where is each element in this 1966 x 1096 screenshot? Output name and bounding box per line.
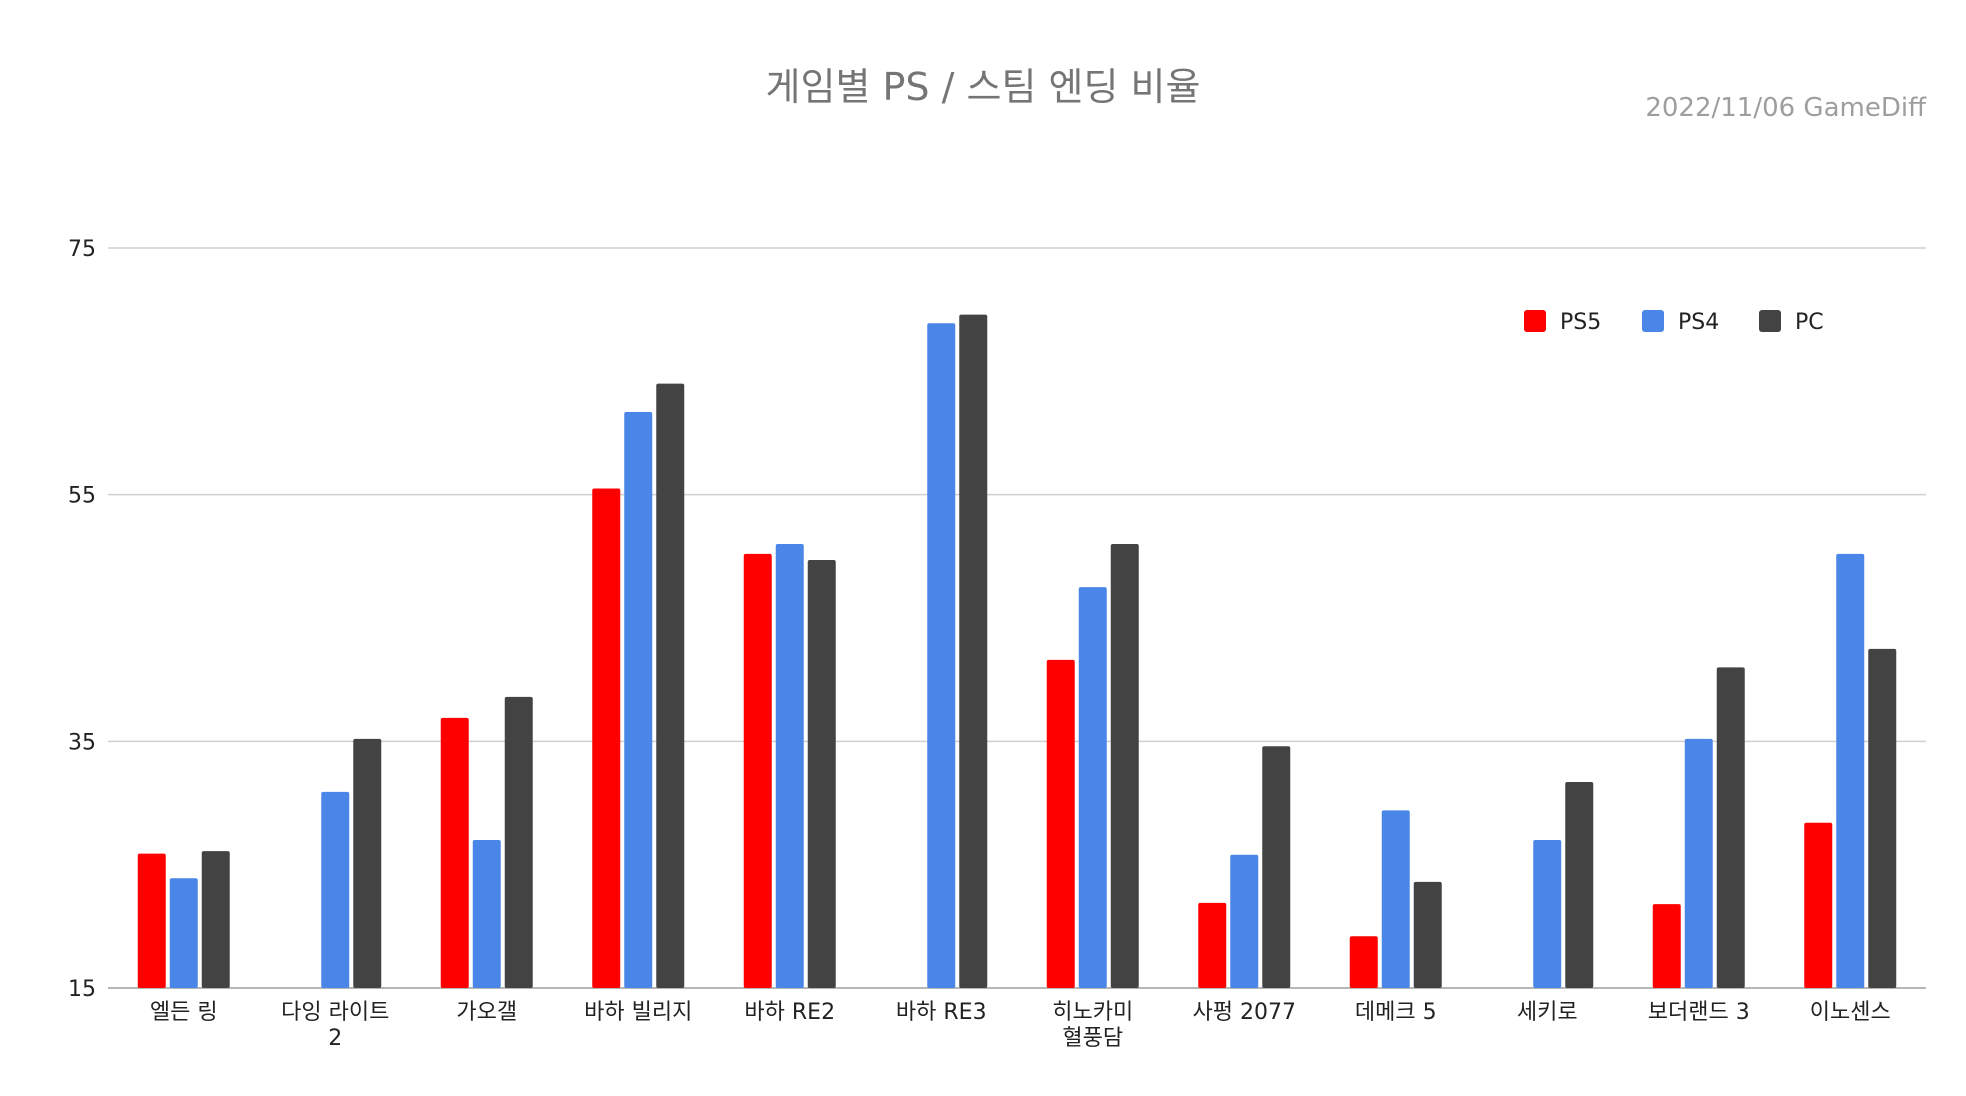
x-category-label: 바하 빌리지 bbox=[584, 1000, 692, 1025]
legend-label-ps4: PS4 bbox=[1678, 310, 1719, 335]
x-category-label: 세키로 bbox=[1517, 1000, 1578, 1025]
x-category-label-line: 2 bbox=[328, 1026, 342, 1051]
bar-pc bbox=[1413, 881, 1442, 988]
bar-pc bbox=[807, 560, 836, 988]
y-tick-label: 35 bbox=[68, 730, 96, 755]
source-note: 2022/11/06 GameDiff bbox=[1645, 93, 1927, 123]
bar-pc bbox=[959, 314, 988, 989]
x-category-label: 엘든 링 bbox=[150, 1000, 218, 1025]
bar-ps5 bbox=[440, 717, 469, 988]
bar-ps5 bbox=[1652, 904, 1681, 988]
x-category-label-line: 다잉 라이트 bbox=[281, 1000, 389, 1025]
bar-ps5 bbox=[1198, 902, 1227, 988]
bar-pc bbox=[1565, 782, 1594, 988]
x-category-label: 히노카미 혈풍담 bbox=[1052, 1000, 1133, 1051]
x-category-label-line: 세키로 bbox=[1517, 1000, 1578, 1025]
x-category-label: 사펑 2077 bbox=[1193, 1000, 1296, 1025]
legend-label-ps5: PS5 bbox=[1560, 310, 1601, 335]
bar-ps5 bbox=[1349, 936, 1378, 988]
x-category-label: 바하 RE3 bbox=[896, 1000, 987, 1025]
bar-ps5 bbox=[743, 553, 772, 988]
bar-ps5 bbox=[592, 488, 621, 988]
bar-pc bbox=[201, 851, 230, 988]
bar-ps4 bbox=[775, 544, 804, 988]
bar-ps4 bbox=[1684, 738, 1713, 988]
x-category-label-line: 가오갤 bbox=[456, 1000, 517, 1025]
legend-label-pc: PC bbox=[1795, 310, 1824, 335]
gridlines bbox=[108, 247, 1926, 989]
bar-pc bbox=[656, 383, 685, 989]
bar-pc bbox=[1868, 648, 1897, 988]
x-category-label-line: 데메크 5 bbox=[1355, 1000, 1437, 1025]
bar-ps4 bbox=[1078, 587, 1107, 988]
bar-ps4 bbox=[169, 878, 198, 988]
legend-swatch-ps5 bbox=[1524, 310, 1546, 332]
bar-ps4 bbox=[472, 840, 501, 988]
x-category-label-line: 이노센스 bbox=[1810, 1000, 1891, 1025]
y-tick-label: 55 bbox=[68, 484, 96, 509]
x-category-label: 다잉 라이트 2 bbox=[281, 1000, 389, 1051]
y-tick-label: 75 bbox=[68, 237, 96, 262]
x-category-label: 바하 RE2 bbox=[744, 1000, 835, 1025]
bar-pc bbox=[1262, 746, 1291, 988]
x-category-label-line: 바하 RE3 bbox=[896, 1000, 987, 1025]
x-category-label-line: 엘든 링 bbox=[150, 1000, 218, 1025]
bar-pc bbox=[353, 738, 382, 988]
bar-pc bbox=[1716, 667, 1745, 988]
x-category-label-line: 혈풍담 bbox=[1062, 1026, 1123, 1051]
bar-ps4 bbox=[321, 791, 350, 988]
bar-ps5 bbox=[1804, 822, 1833, 988]
bar-pc bbox=[1110, 544, 1139, 988]
x-category-label: 이노센스 bbox=[1810, 1000, 1891, 1025]
legend-swatch-ps4 bbox=[1642, 310, 1664, 332]
x-category-label-line: 사펑 2077 bbox=[1193, 1000, 1296, 1025]
bar-pc bbox=[504, 696, 533, 988]
x-category-label: 가오갤 bbox=[456, 1000, 517, 1025]
legend: PS5 PS4 PC bbox=[1524, 310, 1824, 335]
bar-ps5 bbox=[137, 853, 166, 988]
x-category-label: 보더랜드 3 bbox=[1648, 1000, 1750, 1025]
bar-ps4 bbox=[1836, 553, 1865, 988]
bar-ps4 bbox=[1230, 854, 1259, 988]
x-category-label-line: 바하 RE2 bbox=[744, 1000, 835, 1025]
x-category-label: 데메크 5 bbox=[1355, 1000, 1437, 1025]
legend-swatch-pc bbox=[1759, 310, 1781, 332]
bar-ps4 bbox=[624, 412, 653, 988]
x-category-label-line: 보더랜드 3 bbox=[1648, 1000, 1750, 1025]
bar-ps4 bbox=[927, 323, 956, 988]
bar-ps4 bbox=[1381, 810, 1410, 988]
x-axis-labels: 엘든 링 다잉 라이트 2 가오갤 바하 빌리지 바하 RE2 바하 RE3 히노카미 혈풍담 사… bbox=[150, 1000, 1891, 1051]
bars bbox=[137, 314, 1897, 989]
bar-ps4 bbox=[1533, 840, 1562, 988]
x-category-label-line: 히노카미 bbox=[1052, 1000, 1133, 1025]
y-tick-label: 15 bbox=[68, 977, 96, 1002]
y-axis-ticks: 15 35 55 75 bbox=[68, 237, 96, 1002]
chart-title: 게임별 PS / 스팀 엔딩 비율 bbox=[766, 65, 1201, 109]
x-category-label-line: 바하 빌리지 bbox=[584, 1000, 692, 1025]
bar-ps5 bbox=[1046, 659, 1075, 988]
